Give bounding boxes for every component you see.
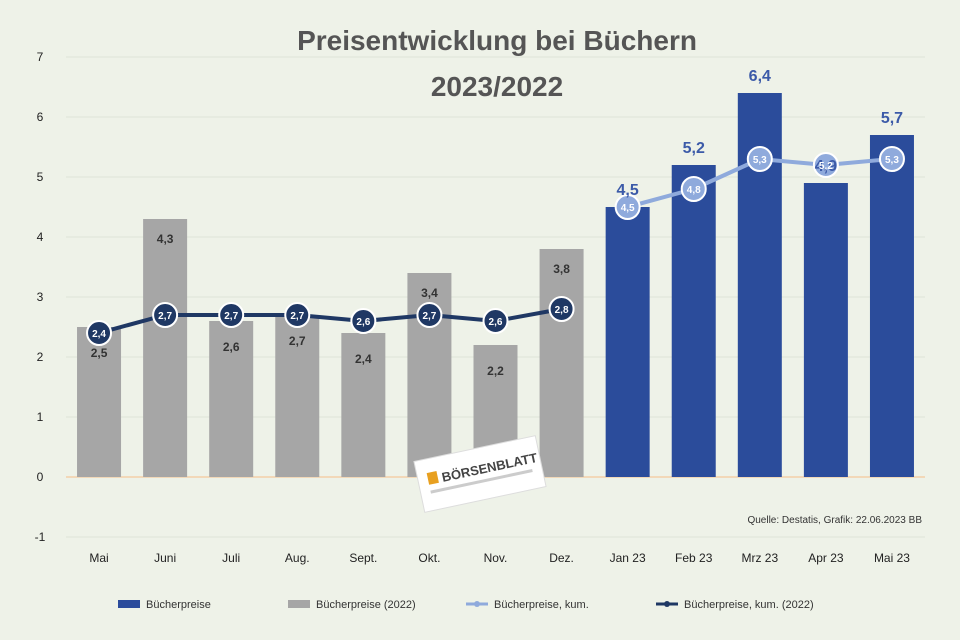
bar xyxy=(209,321,254,477)
line-point-label: 5,3 xyxy=(753,155,767,166)
bar xyxy=(869,135,914,477)
y-tick-label: 2 xyxy=(37,350,44,364)
legend-label: Bücherpreise, kum. xyxy=(494,599,589,611)
legend-label: Bücherpreise (2022) xyxy=(316,599,416,611)
legend-label: Bücherpreise xyxy=(146,599,211,611)
line-point-label: 5,2 xyxy=(819,161,833,172)
x-tick-label: Juni xyxy=(154,551,176,565)
line-point-label: 2,8 xyxy=(555,305,569,316)
chart-subtitle: 2023/2022 xyxy=(431,71,563,102)
line-point-label: 2,6 xyxy=(489,317,503,328)
logo-badge: BÖRSENBLATT xyxy=(413,435,547,513)
line-point-label: 4,5 xyxy=(621,203,635,214)
legend-swatch xyxy=(288,600,310,608)
line-point xyxy=(614,194,641,220)
bar-value-label: 2,6 xyxy=(223,340,240,354)
bar-value-label: 5,2 xyxy=(683,140,705,157)
bars xyxy=(77,93,914,477)
line-point-label: 2,6 xyxy=(356,317,370,328)
data-labels: 4,5 5,2 6,4 4,9 5,7 2,5 4,3 2,6 2,7 2,4 3,4 2,2 3,8 4… xyxy=(91,68,903,378)
source-note: Quelle: Destatis, Grafik: 22.06.2023 BB xyxy=(747,515,922,526)
y-tick-label: 0 xyxy=(37,470,44,484)
y-tick-label: 4 xyxy=(37,230,44,244)
x-tick-label: Feb 23 xyxy=(675,551,713,565)
legend-label: Bücherpreise, kum. (2022) xyxy=(684,599,814,611)
line-point-label: 4,8 xyxy=(687,185,701,196)
bar-value-label: 3,4 xyxy=(421,286,438,300)
line-point xyxy=(284,302,311,328)
y-tick-label: 6 xyxy=(37,110,44,124)
bar xyxy=(275,315,320,477)
line-point xyxy=(548,296,575,322)
logo-card xyxy=(413,435,547,513)
bar xyxy=(605,207,650,477)
y-tick-label: -1 xyxy=(35,530,46,544)
y-tick-label: 7 xyxy=(37,50,44,64)
bar-value-label: 6,4 xyxy=(749,68,771,85)
bar xyxy=(671,165,716,477)
bar xyxy=(539,249,584,477)
bar xyxy=(77,327,122,477)
boersenblatt-logo-icon xyxy=(426,470,439,485)
x-tick-label: Jan 23 xyxy=(610,551,646,565)
bar-value-label: 4,3 xyxy=(157,232,174,246)
logo-underline xyxy=(430,469,533,494)
bar-value-label: 4,9 xyxy=(815,158,837,175)
line-point-label: 2,4 xyxy=(92,329,106,340)
legend-swatch xyxy=(118,600,140,608)
bar-value-label: 2,7 xyxy=(289,334,306,348)
line-point xyxy=(218,302,245,328)
bar-value-label: 2,2 xyxy=(487,364,504,378)
bar-value-label: 4,5 xyxy=(617,182,639,199)
line-point-label: 2,7 xyxy=(224,311,238,322)
x-tick-label: Nov. xyxy=(484,551,508,565)
bar-value-label: 5,7 xyxy=(881,110,903,127)
x-axis: Mai Juni Juli Aug. Sept. Okt. Nov. Dez. Jan 23 Fe… xyxy=(89,551,910,565)
line-point xyxy=(680,176,707,202)
line-point-label: 2,7 xyxy=(158,311,172,322)
line-point xyxy=(878,146,905,172)
x-tick-label: Juli xyxy=(222,551,240,565)
chart-title: Preisentwicklung bei Büchern xyxy=(297,25,697,56)
bar xyxy=(803,183,848,477)
x-tick-label: Apr 23 xyxy=(808,551,844,565)
gridlines xyxy=(66,56,925,538)
x-tick-label: Mai 23 xyxy=(874,551,910,565)
x-tick-label: Okt. xyxy=(418,551,440,565)
x-tick-label: Sept. xyxy=(349,551,377,565)
x-tick-label: Aug. xyxy=(285,551,310,565)
legend-marker xyxy=(474,601,480,607)
bar xyxy=(341,333,386,477)
line-point-label: 2,7 xyxy=(422,311,436,322)
legend-marker xyxy=(664,601,670,607)
bar-value-label: 2,5 xyxy=(91,346,108,360)
legend: Bücherpreise Bücherpreise (2022) Bücherpre… xyxy=(118,599,814,611)
bar xyxy=(143,219,188,477)
x-tick-label: Mrz 23 xyxy=(741,551,778,565)
line-point xyxy=(812,152,839,178)
line-point xyxy=(350,308,377,334)
bar-value-label: 3,8 xyxy=(553,262,570,276)
y-tick-label: 1 xyxy=(37,410,44,424)
lines xyxy=(86,146,905,346)
line-point xyxy=(152,302,179,328)
y-tick-label: 5 xyxy=(37,170,44,184)
line-point-label: 5,3 xyxy=(885,155,899,166)
line-point xyxy=(746,146,773,172)
line-point xyxy=(416,302,443,328)
x-tick-label: Mai xyxy=(89,551,108,565)
y-axis: -1 0 1 2 3 4 5 6 7 xyxy=(35,50,46,544)
y-tick-label: 3 xyxy=(37,290,44,304)
x-tick-label: Dez. xyxy=(549,551,574,565)
bar-value-label: 2,4 xyxy=(355,352,372,366)
line-point xyxy=(86,320,113,346)
line-point-label: 2,7 xyxy=(290,311,304,322)
line-point xyxy=(482,308,509,334)
